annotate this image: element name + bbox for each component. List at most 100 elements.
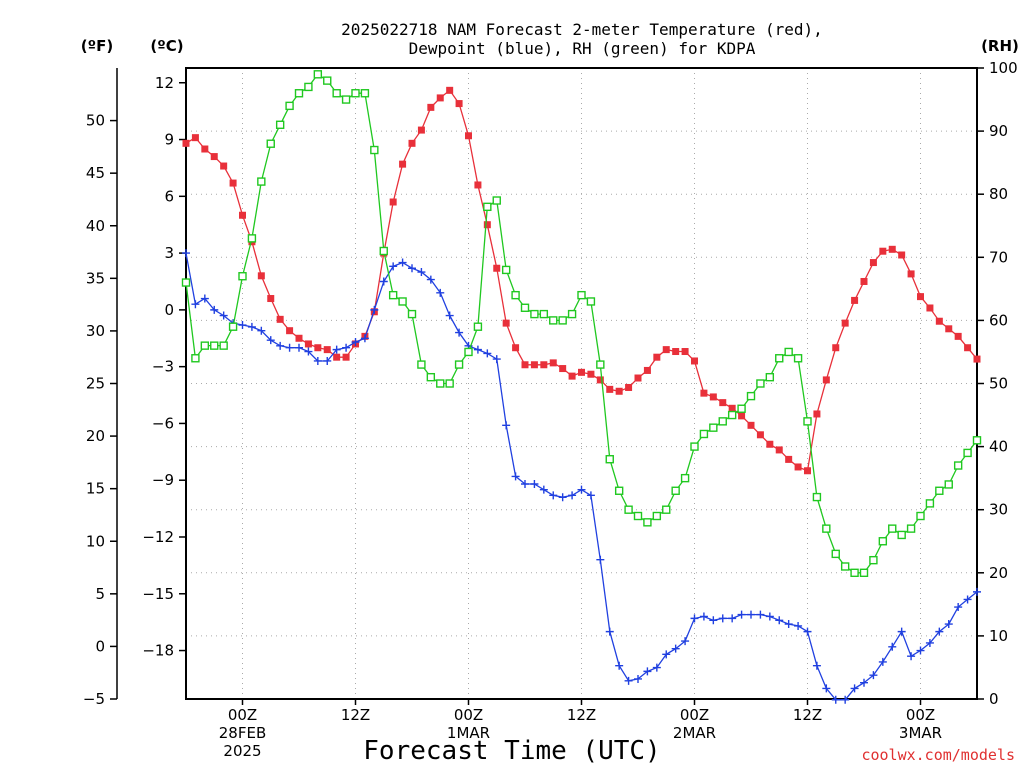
dewpoint-point: [775, 616, 784, 625]
dewpoint-point: [436, 288, 445, 297]
dewpoint-point: [850, 684, 859, 693]
rh-point: [775, 354, 784, 363]
rh-point: [878, 537, 888, 546]
x-tick-label: 12Z: [567, 706, 596, 724]
chart-title-line2: Dewpoint (blue), RH (green) for KDPA: [409, 39, 756, 58]
rh-point: [539, 309, 549, 319]
temperature-point: [474, 181, 482, 189]
x-tick-label: 3MAR: [899, 724, 942, 742]
celsius-tick-label: 3: [164, 244, 174, 262]
rh-point: [972, 436, 982, 445]
rh-point: [398, 297, 407, 306]
temperature-point: [832, 344, 840, 352]
dewpoint-point: [643, 667, 652, 676]
rh-point: [577, 290, 586, 300]
temperature-point: [775, 446, 783, 454]
temperature-point: [738, 412, 746, 420]
dewpoint-point: [652, 663, 661, 672]
rh-tick-label: 40: [989, 438, 1008, 456]
dewpoint-point: [219, 311, 228, 320]
temperature-point: [615, 387, 623, 395]
temperature-point: [756, 431, 764, 439]
dewpoint-point: [860, 678, 868, 687]
temperature-point: [634, 374, 642, 382]
rh-point: [388, 290, 398, 300]
dewpoint-point: [973, 587, 981, 596]
rh-point: [511, 290, 520, 300]
rh-point: [662, 505, 671, 514]
dewpoint-point: [210, 305, 219, 314]
temperature-point: [691, 357, 698, 365]
dewpoint-point: [342, 343, 351, 352]
temperature-point: [954, 332, 962, 340]
fahrenheit-tick-label: 20: [86, 427, 105, 445]
temperature-point: [964, 344, 972, 352]
fahrenheit-tick-label: 45: [86, 164, 105, 182]
celsius-tick-label: 9: [164, 131, 174, 149]
rh-point: [294, 89, 304, 98]
dewpoint-point: [295, 343, 303, 352]
rh-point: [191, 354, 200, 363]
celsius-tick-label: −9: [152, 471, 174, 489]
rh-point: [614, 486, 624, 495]
temperature-point: [229, 179, 237, 187]
temperature-point: [587, 370, 595, 378]
rh-tick-label: 90: [989, 122, 1008, 140]
dewpoint-point: [812, 661, 821, 670]
rh-point: [370, 145, 379, 155]
rh-axis-label: (RH): [981, 37, 1019, 55]
rh-point: [257, 177, 266, 186]
temperature-point: [267, 295, 275, 303]
temperature-point: [295, 334, 303, 342]
rh-point: [756, 379, 765, 388]
dewpoint-point: [285, 343, 294, 352]
rh-point: [803, 417, 812, 426]
dewpoint-point: [455, 328, 464, 337]
rh-point: [473, 322, 483, 331]
temperature-point: [578, 368, 585, 376]
temperature-point: [568, 372, 576, 380]
temperature-point: [643, 366, 651, 374]
temperature-point: [276, 315, 284, 323]
rh-point: [210, 341, 219, 350]
temperature-point: [512, 344, 520, 352]
rh-point: [935, 486, 944, 495]
dewpoint-point: [803, 627, 812, 636]
temperature-point: [596, 376, 604, 384]
fahrenheit-axis-label: (ºF): [81, 37, 113, 55]
rh-point: [275, 120, 285, 129]
rh-point: [916, 511, 925, 521]
temperature-point: [841, 319, 849, 327]
rh-point: [483, 202, 492, 212]
x-tick-label: 12Z: [793, 706, 822, 724]
rh-point: [963, 448, 972, 458]
temperature-point: [314, 344, 322, 352]
dewpoint-point: [539, 485, 548, 494]
rh-point: [699, 429, 709, 439]
dewpoint-point: [530, 479, 539, 488]
temperature-point: [926, 304, 934, 312]
rh-point: [596, 360, 605, 369]
temperature-point: [898, 251, 906, 259]
dewpoint-point: [276, 341, 285, 350]
temperature-point: [869, 259, 877, 267]
rh-point: [181, 278, 191, 287]
celsius-tick-label: −12: [142, 528, 174, 546]
temperature-point: [879, 247, 887, 255]
dewpoint-point: [426, 275, 435, 284]
rh-point: [793, 354, 803, 363]
rh-point: [417, 360, 426, 369]
rh-tick-label: 100: [989, 59, 1018, 77]
dewpoint-point: [822, 684, 831, 693]
x-tick-label: 00Z: [906, 706, 935, 724]
celsius-tick-label: −18: [142, 642, 174, 660]
dewpoint-point: [323, 356, 332, 365]
dewpoint-point: [492, 355, 501, 364]
rh-tick-label: 0: [989, 690, 999, 708]
temperature-point: [446, 86, 454, 94]
dewpoint-point: [568, 491, 577, 500]
dewpoint-point: [728, 614, 737, 623]
rh-point: [436, 379, 445, 388]
chart-title-line1: 2025022718 NAM Forecast 2-meter Temperat…: [341, 20, 823, 39]
rh-point: [247, 234, 257, 243]
